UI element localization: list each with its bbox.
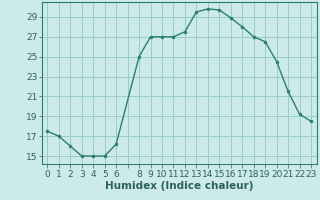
X-axis label: Humidex (Indice chaleur): Humidex (Indice chaleur)	[105, 181, 253, 191]
